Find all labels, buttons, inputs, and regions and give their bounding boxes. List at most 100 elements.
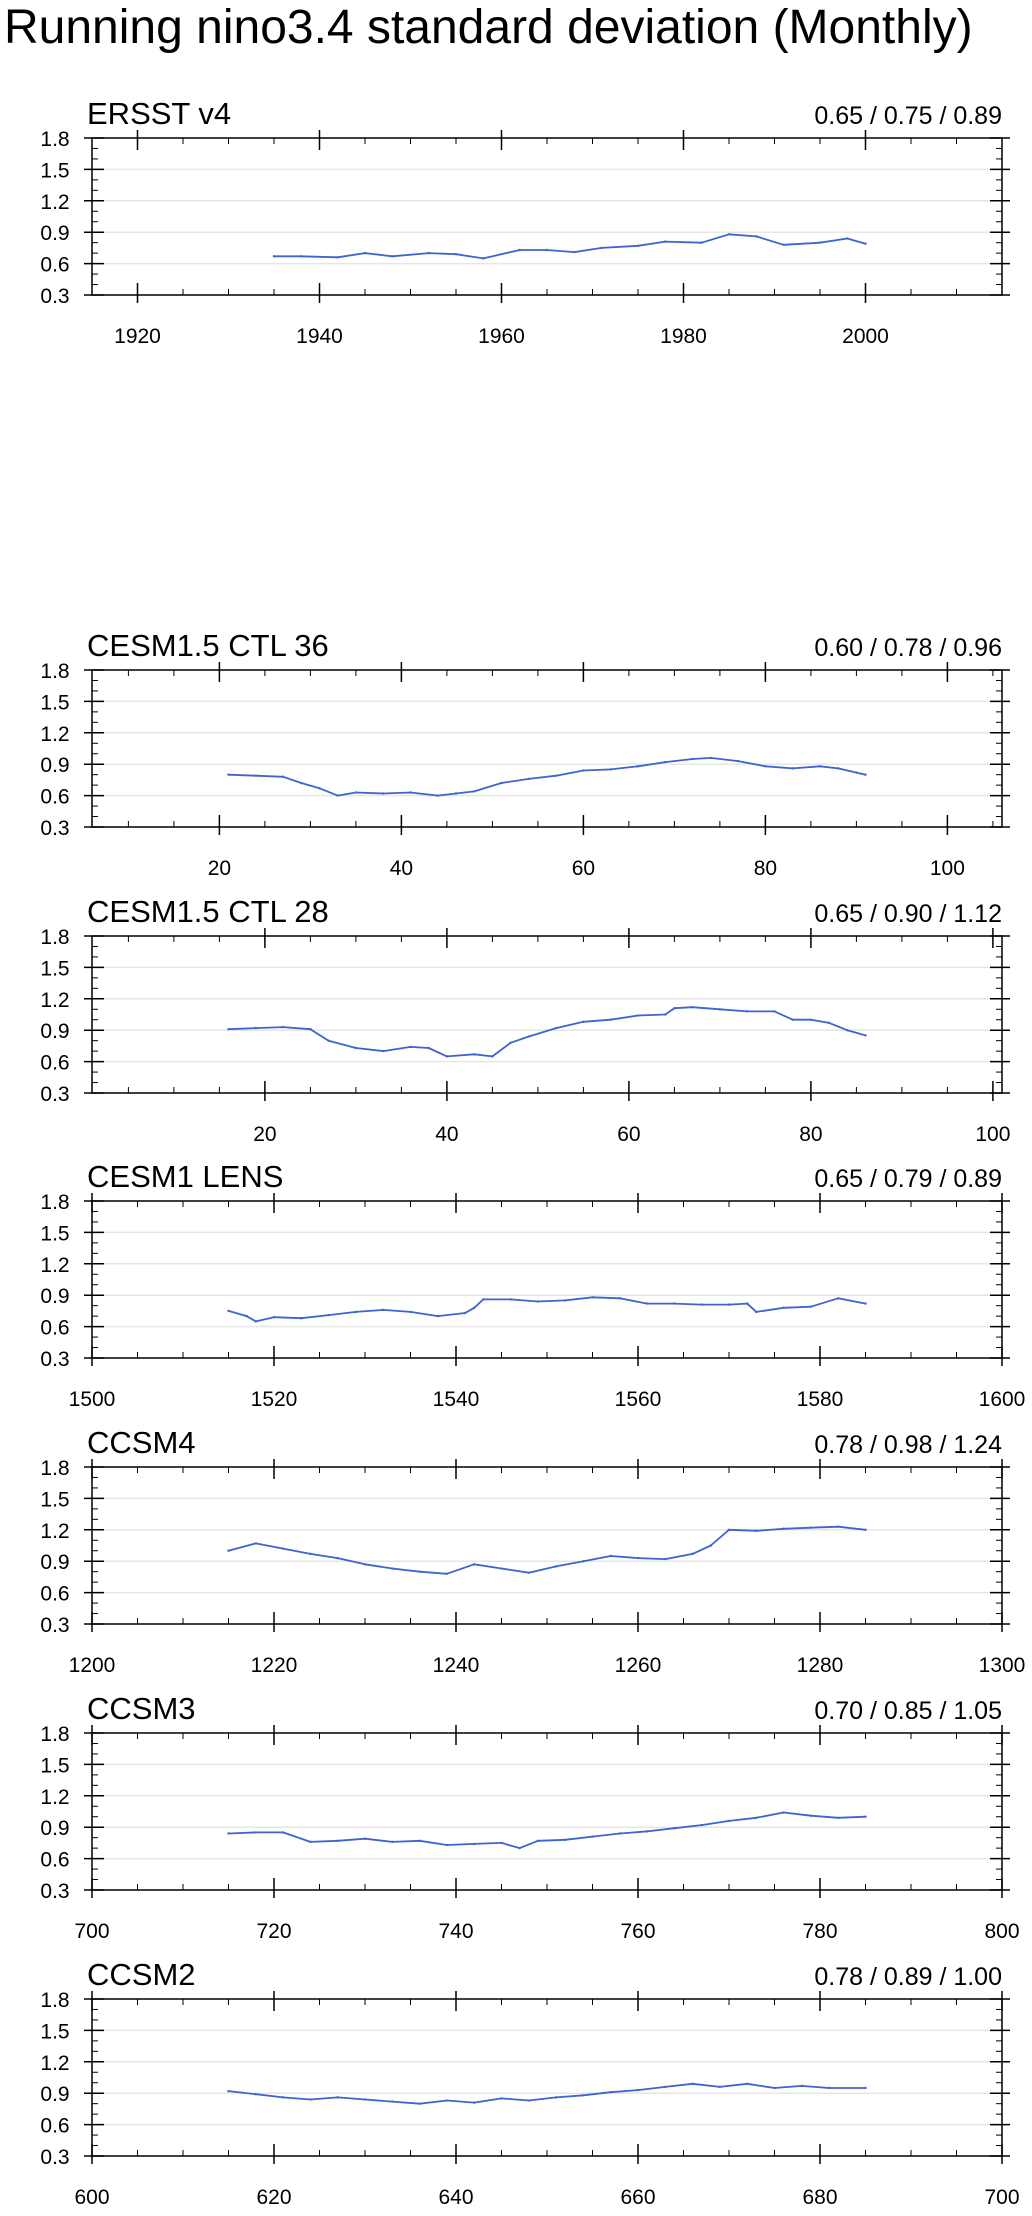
panel-stats: 0.60 / 0.78 / 0.96 — [814, 634, 1002, 662]
data-point — [636, 765, 640, 768]
data-point — [700, 1823, 703, 1827]
y-tick-label: 1.2 — [40, 989, 69, 1012]
data-point — [382, 1308, 385, 1312]
x-tick-label: 1960 — [478, 325, 525, 348]
x-tick-label: 700 — [984, 2186, 1019, 2209]
y-tick-label: 0.9 — [40, 754, 69, 777]
data-point — [327, 1313, 330, 1317]
x-tick-label: 1220 — [251, 1654, 298, 1677]
series-line — [228, 2082, 866, 2105]
y-tick-label: 1.8 — [40, 1723, 69, 1746]
data-point — [846, 237, 849, 240]
x-tick-label: 1500 — [69, 1388, 116, 1411]
data-point — [855, 771, 858, 774]
panel-stats: 0.78 / 0.98 / 1.24 — [814, 1431, 1002, 1459]
data-point — [700, 241, 703, 244]
y-tick-label: 1.5 — [40, 957, 69, 980]
data-point — [664, 2085, 667, 2089]
x-tick-label: 80 — [754, 857, 777, 880]
data-point — [718, 1008, 722, 1011]
panel-title: CESM1.5 CTL 36 — [87, 628, 329, 663]
data-point — [445, 2099, 449, 2102]
data-point — [300, 1317, 303, 1320]
panel-title: CCSM3 — [87, 1691, 196, 1726]
y-tick-label: 1.5 — [40, 1754, 69, 1777]
plot-frame — [91, 669, 1003, 828]
panel-title: CCSM4 — [87, 1425, 196, 1460]
data-point — [691, 1005, 694, 1009]
y-tick-label: 1.2 — [40, 1254, 69, 1277]
data-point — [418, 1570, 421, 1573]
panel-title: CESM1.5 CTL 28 — [87, 894, 329, 929]
data-point — [509, 1298, 512, 1301]
y-tick-label: 1.2 — [40, 1786, 69, 1809]
y-tick-label: 1.8 — [40, 1989, 69, 2012]
data-point — [582, 1560, 585, 1563]
data-point — [782, 243, 785, 246]
y-tick-label: 1.5 — [40, 159, 69, 182]
data-point — [318, 787, 321, 790]
data-point — [227, 2089, 230, 2093]
series-line — [228, 1006, 866, 1058]
panel-stats: 0.65 / 0.90 / 1.12 — [814, 900, 1002, 928]
data-point — [418, 2102, 421, 2105]
data-point — [545, 248, 549, 252]
y-tick-label: 0.9 — [40, 1817, 69, 1840]
data-point — [473, 1306, 476, 1309]
data-point — [336, 256, 339, 259]
data-point — [527, 1035, 530, 1038]
x-tick-label: 1600 — [979, 1388, 1026, 1411]
data-point — [837, 1525, 840, 1528]
data-point — [645, 1302, 649, 1305]
x-tick-label: 620 — [256, 2186, 291, 2209]
data-point — [436, 1314, 439, 1318]
data-point — [709, 1544, 712, 1547]
data-point — [336, 794, 339, 797]
data-point — [864, 1034, 867, 1037]
y-tick-label: 0.9 — [40, 1551, 69, 1574]
y-tick-label: 0.6 — [40, 1052, 69, 1075]
data-point — [673, 1827, 676, 1830]
data-point — [409, 1310, 412, 1314]
data-point — [664, 760, 667, 764]
plot-frame — [91, 1998, 1003, 2157]
x-tick-label: 1940 — [296, 325, 343, 348]
plot-frame — [91, 935, 1003, 1094]
data-point — [300, 781, 303, 785]
data-point — [382, 1049, 385, 1053]
y-tick-label: 1.5 — [40, 691, 69, 714]
data-point — [582, 2094, 585, 2097]
data-point — [427, 251, 430, 255]
data-point — [818, 765, 822, 768]
data-point — [773, 1010, 776, 1013]
data-point — [809, 1526, 813, 1529]
x-tick-label: 100 — [975, 1123, 1010, 1146]
data-point — [327, 1039, 330, 1042]
x-tick-label: 1240 — [433, 1654, 480, 1677]
data-point — [591, 1835, 594, 1838]
data-point — [409, 1045, 412, 1049]
y-tick-label: 1.2 — [40, 191, 69, 214]
data-point — [782, 1306, 785, 1309]
data-point — [746, 1010, 749, 1013]
data-point — [846, 1029, 849, 1032]
data-point — [254, 1542, 257, 1545]
data-point — [764, 765, 767, 768]
y-tick-label: 0.9 — [40, 1285, 69, 1308]
data-point — [473, 1053, 476, 1056]
data-point — [664, 1013, 667, 1016]
data-point — [536, 1839, 540, 1843]
y-tick-label: 0.6 — [40, 1317, 69, 1340]
data-point — [227, 1027, 230, 1031]
data-point — [554, 1026, 558, 1030]
data-point — [254, 774, 257, 777]
chart-title: Running nino3.4 standard deviation (Mont… — [4, 1, 973, 54]
data-point — [354, 1310, 358, 1314]
data-point — [354, 1046, 358, 1050]
data-point — [518, 1846, 521, 1850]
plot-frame — [91, 137, 1003, 296]
data-point — [582, 769, 585, 772]
data-point — [782, 1811, 785, 1814]
data-point — [272, 255, 276, 258]
